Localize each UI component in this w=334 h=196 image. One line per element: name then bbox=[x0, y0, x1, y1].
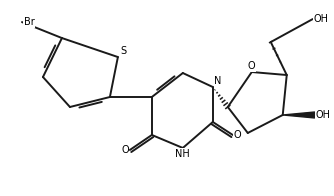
Text: OH: OH bbox=[316, 110, 331, 120]
Text: NH: NH bbox=[175, 149, 190, 159]
Text: O: O bbox=[121, 145, 129, 155]
Text: O: O bbox=[234, 130, 241, 140]
Text: O: O bbox=[248, 61, 256, 71]
Text: Br: Br bbox=[24, 17, 35, 27]
Polygon shape bbox=[283, 112, 315, 118]
Text: N: N bbox=[214, 76, 221, 86]
Text: S: S bbox=[120, 46, 126, 56]
Text: OH: OH bbox=[314, 14, 329, 24]
